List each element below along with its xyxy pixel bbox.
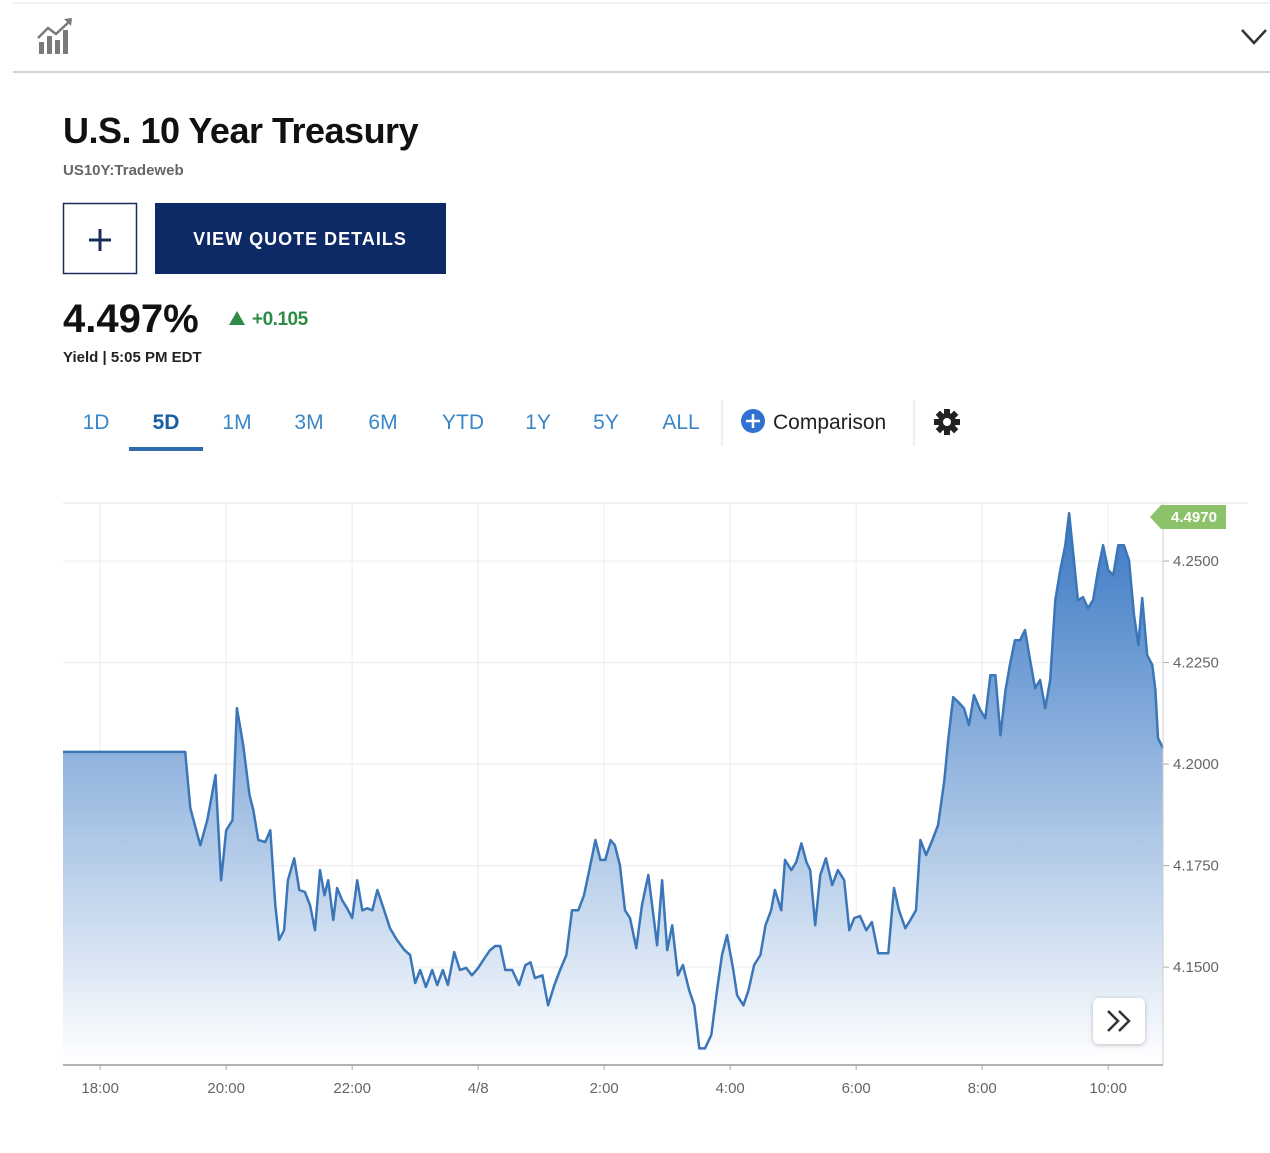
chart: 18:00 20:00 22:00 4/8 2:00 4:00 6:00 8:00 10:00 4… — [63, 502, 1248, 1097]
x-tick-label: 4:00 — [716, 1080, 745, 1097]
add-button[interactable] — [62, 202, 138, 275]
chart-icon[interactable] — [37, 18, 72, 54]
symbol: US10Y:Tradeweb — [63, 162, 184, 179]
last-value-badge — [1150, 505, 1226, 529]
price-line — [63, 511, 1165, 1050]
active-tab-underline — [129, 447, 203, 451]
last-value-label: 4.4970 — [1171, 509, 1217, 526]
change: +0.105 — [252, 309, 309, 330]
x-tick-label: 18:00 — [81, 1080, 119, 1097]
price: 4.497% — [63, 297, 199, 341]
range-tab[interactable]: 1Y — [525, 411, 551, 434]
button-label[interactable]: VIEW QUOTE DETAILS — [193, 229, 407, 249]
x-tick-label: 2:00 — [590, 1080, 619, 1097]
x-tick-label: 4/8 — [468, 1080, 489, 1097]
comparison-label[interactable]: Comparison — [773, 411, 886, 434]
range-tab[interactable]: 6M — [368, 411, 397, 434]
x-tick-label: 8:00 — [968, 1080, 997, 1097]
range-tab[interactable]: 5D — [153, 411, 180, 434]
y-tick-label: 4.1750 — [1173, 858, 1219, 875]
settings-gear[interactable] — [934, 409, 960, 435]
range-tab[interactable]: YTD — [442, 411, 484, 434]
y-tick-label: 4.2250 — [1173, 655, 1219, 672]
range-tab[interactable]: 1D — [83, 411, 110, 434]
scroll-forward-button[interactable] — [1093, 998, 1145, 1044]
range-tab[interactable]: ALL — [662, 411, 699, 434]
area-fill — [63, 513, 1163, 1065]
x-tick-label: 20:00 — [207, 1080, 245, 1097]
view-quote-button[interactable]: VIEW QUOTE DETAILS — [155, 203, 446, 274]
y-tick-label: 4.1500 — [1173, 959, 1219, 976]
y-tick-label: 4.2000 — [1173, 756, 1219, 773]
comparison-button[interactable]: Comparison — [741, 409, 886, 434]
title: U.S. 10 Year Treasury — [63, 110, 419, 151]
range-tabs: 1D 5D 1M 3M 6M YTD 1Y 5Y ALL — [83, 411, 700, 451]
range-tab[interactable]: 5Y — [593, 411, 619, 434]
x-tick-label: 22:00 — [333, 1080, 371, 1097]
y-tick-label: 4.2500 — [1173, 553, 1219, 570]
quote-info: Yield | 5:05 PM EDT — [63, 349, 202, 366]
collapse-chevron[interactable] — [1241, 29, 1267, 45]
range-tab[interactable]: 1M — [222, 411, 251, 434]
x-tick-label: 6:00 — [842, 1080, 871, 1097]
up-arrow — [229, 311, 245, 325]
x-tick-label: 10:00 — [1089, 1080, 1127, 1097]
range-tab[interactable]: 3M — [294, 411, 323, 434]
